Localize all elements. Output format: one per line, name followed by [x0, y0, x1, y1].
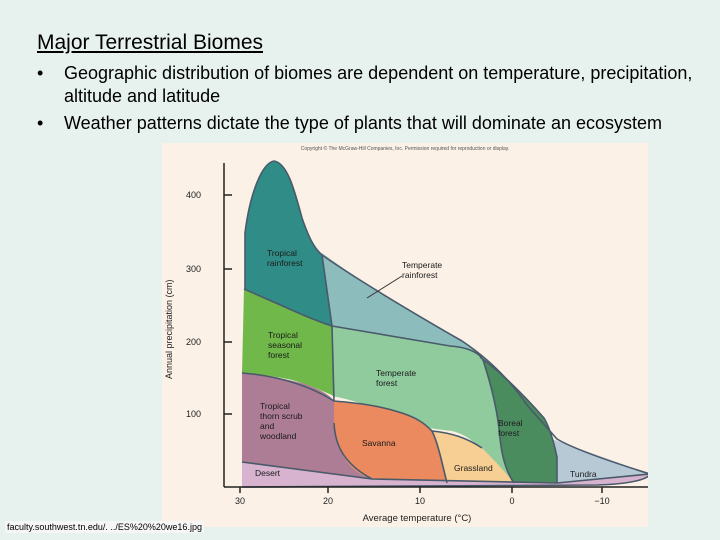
region-tropical-seasonal-forest — [242, 289, 334, 396]
label-tundra: Tundra — [570, 469, 597, 479]
bullet-list: • Geographic distribution of biomes are … — [37, 62, 707, 139]
source-caption: faculty.southwest.tn.edu/. ../ES%20%20we… — [5, 521, 204, 533]
x-tick-label: 10 — [415, 496, 425, 506]
biome-diagram-svg: Copyright © The McGraw-Hill Companies, I… — [162, 143, 651, 527]
region-temperate-forest — [332, 326, 514, 483]
region-tropical-rainforest — [245, 161, 332, 326]
label-desert: Desert — [255, 468, 281, 478]
bullet-marker: • — [37, 113, 44, 133]
y-tick-label: 200 — [186, 337, 201, 347]
region-grassland — [432, 431, 514, 483]
bullet-marker: • — [37, 63, 44, 83]
y-tick-label: 100 — [186, 409, 201, 419]
y-tick-label: 400 — [186, 190, 201, 200]
label-tropical-seasonal-forest: Tropical seasonal forest — [268, 330, 304, 360]
region-tundra — [552, 439, 650, 483]
bullet-text: Geographic distribution of biomes are de… — [64, 63, 693, 106]
x-axis-label: Average temperature (°C) — [363, 513, 472, 524]
label-grassland: Grassland — [454, 463, 493, 473]
label-temperate-rainforest: Temperate rainforest — [402, 260, 445, 280]
label-savanna: Savanna — [362, 438, 396, 448]
bullet-item: • Geographic distribution of biomes are … — [37, 62, 707, 108]
axes — [223, 163, 650, 493]
slide-title: Major Terrestrial Biomes — [37, 31, 264, 54]
x-tick-label: 30 — [235, 496, 245, 506]
label-boreal-forest: Boreal forest — [498, 418, 525, 438]
region-temperate-rainforest — [322, 253, 557, 457]
y-tick-label: 300 — [186, 264, 201, 274]
label-temperate-forest: Temperate forest — [376, 368, 419, 388]
label-tropical-thorn-scrub: Tropical thorn scrub and woodland — [259, 401, 305, 441]
region-desert — [242, 462, 650, 487]
bullet-text: Weather patterns dictate the type of pla… — [64, 113, 662, 133]
biome-labels: Tropical rainforest Temperate rainforest… — [255, 248, 597, 479]
bullet-item: • Weather patterns dictate the type of p… — [37, 112, 707, 135]
x-tick-label: 20 — [323, 496, 333, 506]
copyright-notice: Copyright © The McGraw-Hill Companies, I… — [301, 145, 510, 152]
label-tropical-rainforest: Tropical rainforest — [267, 248, 303, 268]
y-axis-label: Annual precipitation (cm) — [164, 279, 174, 379]
x-tick-label: −10 — [594, 496, 609, 506]
tick-labels: 400 300 200 100 30 20 10 0 −10 — [186, 190, 610, 506]
x-tick-label: 0 — [509, 496, 514, 506]
biome-diagram: Copyright © The McGraw-Hill Companies, I… — [162, 143, 651, 527]
region-boreal-forest — [480, 357, 557, 483]
region-tropical-thorn-scrub — [242, 373, 372, 479]
region-savanna — [334, 401, 447, 483]
